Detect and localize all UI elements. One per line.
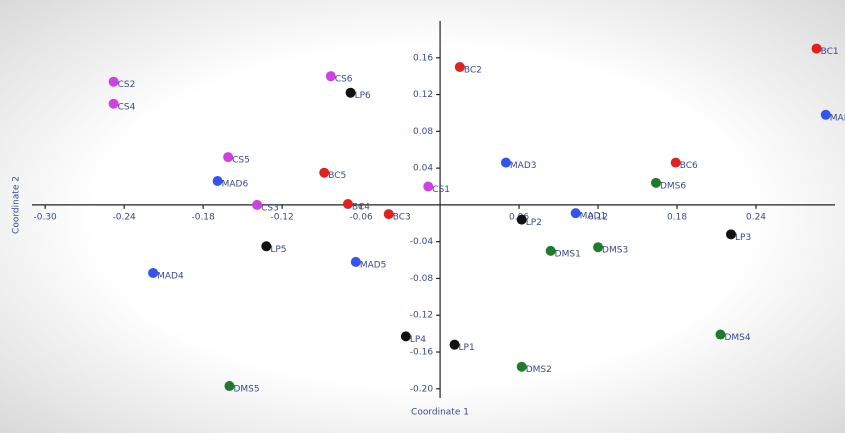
point-label: DMS4 (724, 333, 750, 343)
point-label: DMS2 (526, 365, 552, 375)
y-tick-label: -0.12 (410, 311, 433, 321)
point-label: CS3 (261, 203, 279, 213)
point-label: MAD1 (580, 212, 607, 222)
point-label: LP4 (410, 335, 426, 345)
point-label: MAD5 (360, 260, 387, 270)
point-label: CS4 (118, 102, 136, 112)
point-label: CS5 (232, 156, 250, 166)
y-tick-label: 0.16 (413, 53, 433, 63)
point-label: CS2 (118, 80, 136, 90)
point-label: DMS1 (555, 249, 581, 259)
point-label: BC4 (352, 202, 370, 212)
point-label: BC3 (393, 213, 411, 223)
y-tick-label: 0.08 (413, 127, 433, 137)
point-label: BC5 (328, 171, 346, 181)
x-tick-label: -0.06 (349, 212, 373, 222)
point-label: MAD (830, 113, 845, 123)
point-label: BC6 (680, 161, 698, 171)
y-tick-label: -0.04 (410, 237, 434, 247)
x-axis-title: Coordinate 1 (411, 408, 469, 418)
y-tick-label: -0.20 (410, 384, 434, 394)
point-label: LP6 (355, 91, 371, 101)
y-axis-title: Coordinate 2 (12, 176, 22, 234)
point-label: BC2 (464, 65, 482, 75)
chart: Coordinate 1 Coordinate 2 -0.30 -0.24 -0.1… (0, 0, 845, 433)
point-label: MAD3 (510, 161, 537, 171)
x-tick-label: -0.24 (112, 212, 136, 222)
x-tick-label: -0.18 (191, 212, 215, 222)
x-tick-label: -0.12 (270, 212, 293, 222)
x-tick-label: 0.24 (746, 212, 766, 222)
y-tick-label: -0.16 (410, 348, 434, 358)
point-label: DMS6 (660, 181, 686, 191)
y-tick-label: 0.04 (413, 164, 433, 174)
point-label: LP1 (459, 343, 475, 353)
y-tick-label: -0.08 (410, 274, 434, 284)
point-label: MAD6 (222, 179, 249, 189)
point-label: MAD4 (157, 271, 184, 281)
x-tick-label: -0.30 (34, 212, 58, 222)
point-label: LP3 (735, 233, 751, 243)
point-label: DMS5 (233, 385, 259, 395)
point-label: LP2 (526, 218, 542, 228)
point-label: CS6 (335, 75, 353, 85)
point-label: CS1 (432, 185, 450, 195)
point-label: LP5 (270, 245, 286, 255)
point-label: BC1 (821, 47, 839, 57)
y-tick-label: 0.12 (413, 90, 433, 100)
point-label: DMS3 (602, 246, 628, 256)
x-tick-label: 0.18 (667, 212, 687, 222)
